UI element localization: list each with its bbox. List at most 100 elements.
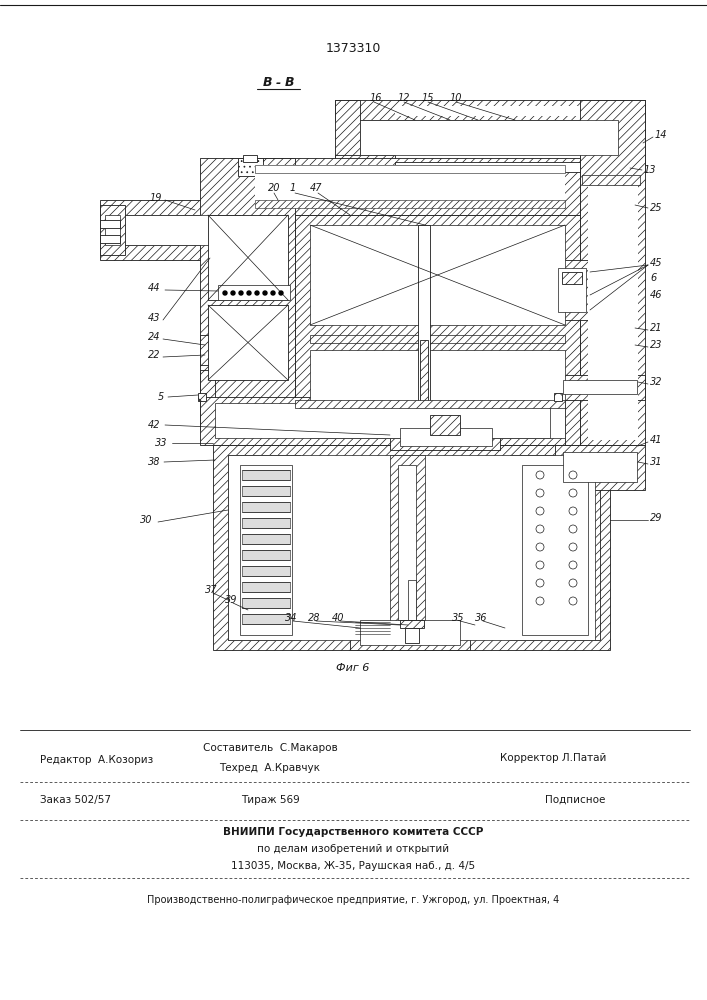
Bar <box>100 215 240 245</box>
Text: 25: 25 <box>650 203 662 213</box>
Text: 13: 13 <box>644 165 657 175</box>
Text: 41: 41 <box>650 435 662 445</box>
Bar <box>208 215 288 300</box>
Bar <box>100 235 120 243</box>
Circle shape <box>536 543 544 551</box>
Bar <box>390 455 425 635</box>
Text: 1: 1 <box>290 183 296 193</box>
Text: 32: 32 <box>650 377 662 387</box>
Bar <box>242 486 290 496</box>
Circle shape <box>279 291 283 295</box>
Polygon shape <box>335 100 360 172</box>
Bar <box>100 205 125 255</box>
Bar <box>310 225 565 325</box>
Polygon shape <box>390 425 500 450</box>
Polygon shape <box>350 615 470 650</box>
Circle shape <box>536 525 544 533</box>
Text: 28: 28 <box>308 613 320 623</box>
Bar <box>295 400 565 408</box>
Bar <box>100 220 120 228</box>
Bar <box>242 502 290 512</box>
Polygon shape <box>200 370 215 400</box>
Text: 16: 16 <box>370 93 382 103</box>
Polygon shape <box>555 375 645 400</box>
Text: Корректор Л.Патай: Корректор Л.Патай <box>500 753 607 763</box>
Text: 15: 15 <box>422 93 435 103</box>
Bar <box>242 550 290 560</box>
Text: 40: 40 <box>332 613 344 623</box>
Bar <box>408 580 416 620</box>
Bar <box>588 175 638 440</box>
Circle shape <box>569 597 577 605</box>
Bar <box>582 175 640 185</box>
Text: 45: 45 <box>650 258 662 268</box>
Circle shape <box>271 291 275 295</box>
Polygon shape <box>295 215 580 445</box>
Circle shape <box>263 291 267 295</box>
Bar <box>198 393 206 401</box>
Text: 35: 35 <box>452 613 464 623</box>
Circle shape <box>247 291 251 295</box>
Polygon shape <box>200 158 295 430</box>
Text: 36: 36 <box>475 613 488 623</box>
Circle shape <box>536 561 544 569</box>
Text: 19: 19 <box>150 193 163 203</box>
Text: 14: 14 <box>655 130 667 140</box>
Bar <box>395 162 580 172</box>
Circle shape <box>569 543 577 551</box>
Text: 24: 24 <box>148 332 160 342</box>
Polygon shape <box>200 397 565 445</box>
Text: 34: 34 <box>285 613 298 623</box>
Text: 6: 6 <box>650 273 656 283</box>
Polygon shape <box>335 155 395 172</box>
Circle shape <box>569 489 577 497</box>
Bar <box>208 305 288 380</box>
Bar <box>395 106 580 116</box>
Text: 22: 22 <box>148 350 160 360</box>
Bar <box>242 582 290 592</box>
Circle shape <box>569 561 577 569</box>
Circle shape <box>536 489 544 497</box>
Bar <box>420 340 428 420</box>
Bar <box>242 534 290 544</box>
Bar <box>242 470 290 480</box>
Bar <box>255 200 565 208</box>
Text: 29: 29 <box>650 513 662 523</box>
Circle shape <box>569 579 577 587</box>
Bar <box>405 628 419 643</box>
Bar <box>563 380 637 394</box>
Text: 10: 10 <box>450 93 462 103</box>
Bar <box>228 455 595 640</box>
Bar <box>522 465 588 635</box>
Text: 20: 20 <box>268 183 281 193</box>
Bar <box>310 350 565 438</box>
Polygon shape <box>618 100 645 172</box>
Circle shape <box>569 471 577 479</box>
Bar <box>242 566 290 576</box>
Text: Редактор  А.Козориз: Редактор А.Козориз <box>40 755 153 765</box>
Bar <box>105 215 120 245</box>
Text: B: B <box>262 77 271 90</box>
Polygon shape <box>228 455 300 640</box>
Text: B: B <box>284 77 293 90</box>
Bar <box>562 272 582 284</box>
Text: Тираж 569: Тираж 569 <box>240 795 299 805</box>
Text: ВНИИПИ Государственного комитета СССР: ВНИИПИ Государственного комитета СССР <box>223 827 483 837</box>
Polygon shape <box>100 200 240 215</box>
Polygon shape <box>580 155 618 172</box>
Bar <box>563 452 637 482</box>
Circle shape <box>239 291 243 295</box>
Polygon shape <box>555 260 590 320</box>
Circle shape <box>569 507 577 515</box>
Polygon shape <box>230 158 580 215</box>
Text: 21: 21 <box>650 323 662 333</box>
Bar <box>242 614 290 624</box>
Text: Заказ 502/57: Заказ 502/57 <box>40 795 111 805</box>
Polygon shape <box>555 445 645 490</box>
Text: -: - <box>275 77 281 90</box>
Bar <box>310 335 565 343</box>
Bar <box>255 165 565 173</box>
Text: 37: 37 <box>205 585 218 595</box>
Bar <box>558 268 586 312</box>
Bar <box>430 415 460 435</box>
